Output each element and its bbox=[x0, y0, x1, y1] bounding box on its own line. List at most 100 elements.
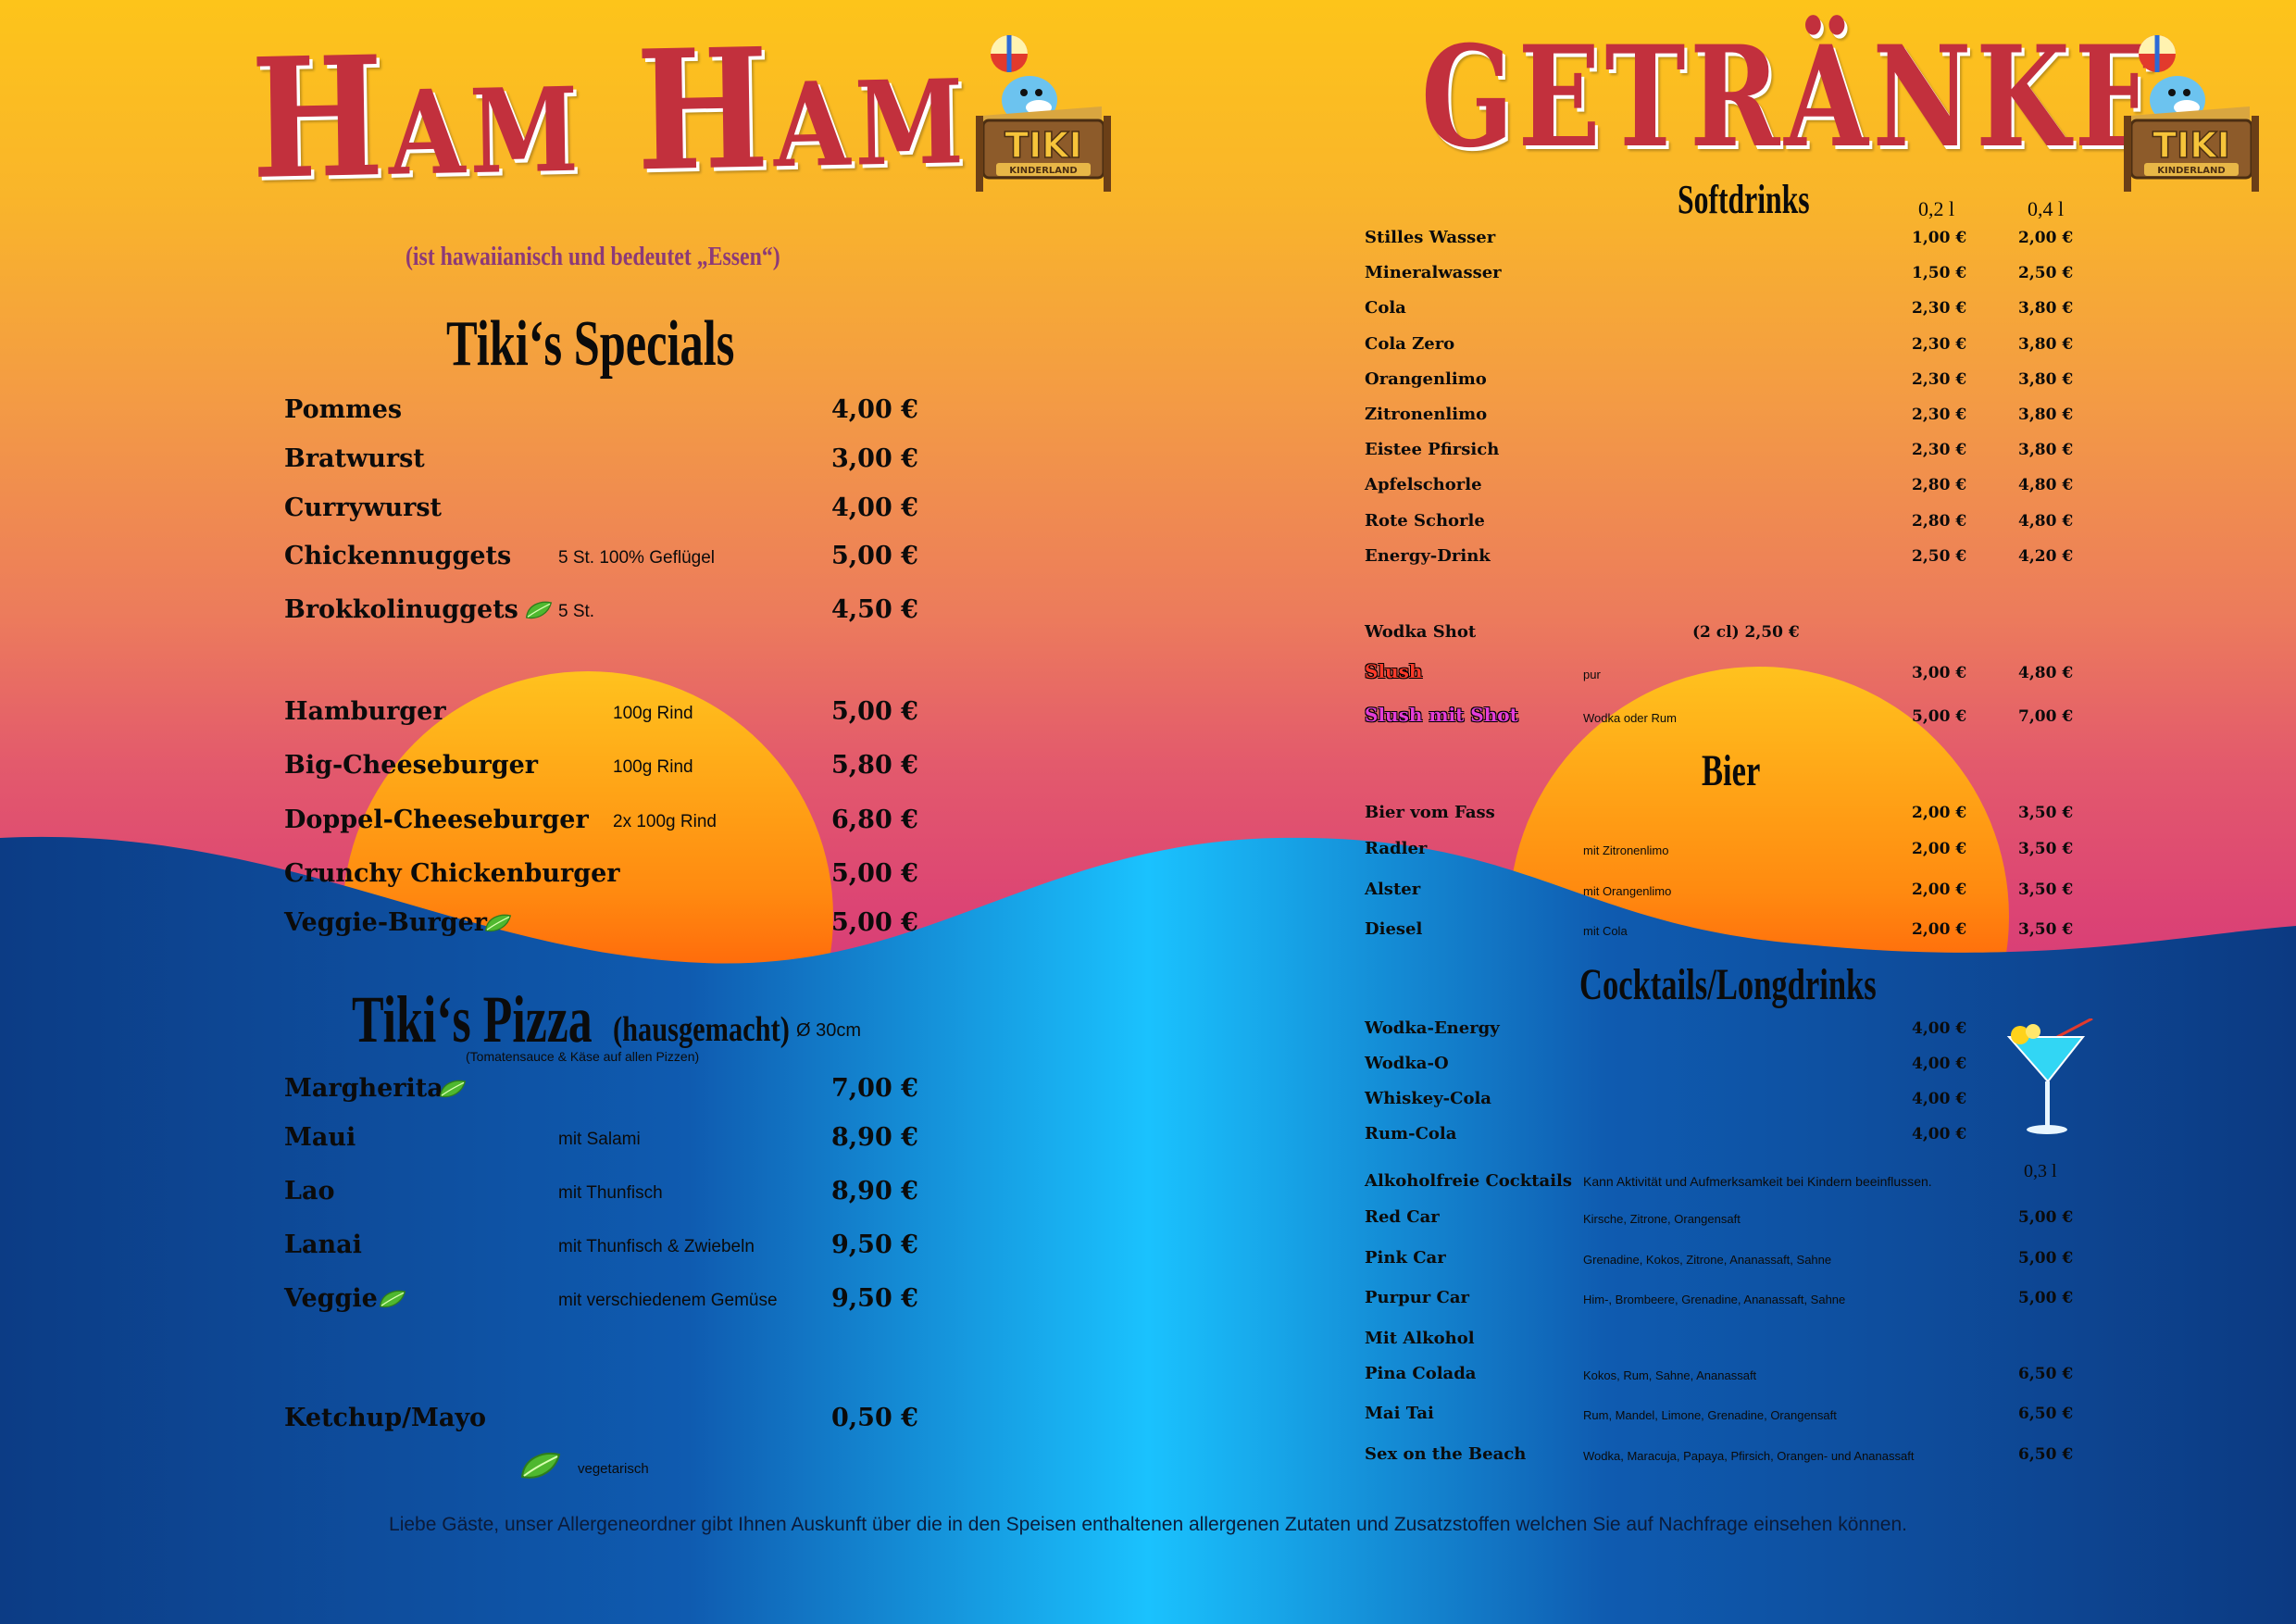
cocktails-title: Cocktails/Longdrinks bbox=[1579, 960, 1877, 1009]
svg-text:KINDERLAND: KINDERLAND bbox=[1009, 166, 1077, 176]
bier-name: Bier vom Fass bbox=[1365, 803, 1495, 822]
bier-name: Diesel bbox=[1365, 919, 1423, 939]
specials-price: 4,00 € bbox=[831, 493, 918, 522]
cocktail-desc: Kokos, Rum, Sahne, Ananassaft bbox=[1583, 1368, 1757, 1382]
softdrink-name: Cola bbox=[1365, 298, 1406, 319]
pizza-price: 7,00 € bbox=[831, 1074, 918, 1103]
specials-desc: 5 St. bbox=[558, 602, 595, 621]
softdrink-price-large: 3,80 € bbox=[2018, 334, 2074, 354]
burgers-price: 5,00 € bbox=[831, 859, 918, 888]
slush-shot-price-small: 5,00 € bbox=[1912, 707, 1967, 726]
cocktail-name: Sex on the Beach bbox=[1365, 1444, 1527, 1464]
softdrink-price-small: 2,30 € bbox=[1912, 334, 1967, 354]
slush-shot-desc: Wodka oder Rum bbox=[1583, 711, 1677, 725]
longdrink-name: Wodka-Energy bbox=[1365, 1018, 1500, 1038]
pizza-note: (Tomatensauce & Käse auf allen Pizzen) bbox=[466, 1049, 700, 1064]
longdrink-name: Whiskey-Cola bbox=[1365, 1089, 1491, 1108]
softdrink-price-small: 2,30 € bbox=[1912, 299, 1967, 319]
bier-title: Bier bbox=[1702, 746, 1761, 795]
bier-price-small: 2,00 € bbox=[1912, 804, 1967, 822]
cocktail-price: 5,00 € bbox=[2018, 1289, 2074, 1307]
legend-label: vegetarisch bbox=[578, 1461, 649, 1477]
pizza-size: Ø 30cm bbox=[796, 1020, 862, 1041]
tiki-logo-left: TIKI KINDERLAND bbox=[963, 28, 1120, 192]
svg-text:KINDERLAND: KINDERLAND bbox=[2157, 166, 2225, 176]
extra-name: Ketchup/Mayo bbox=[284, 1404, 487, 1432]
softdrink-price-large: 2,50 € bbox=[2018, 264, 2074, 283]
slush-price-large: 4,80 € bbox=[2018, 664, 2074, 682]
softdrink-price-large: 2,00 € bbox=[2018, 229, 2074, 247]
softdrink-price-large: 3,80 € bbox=[2018, 369, 2074, 389]
bier-name: Radler bbox=[1365, 839, 1428, 858]
col-head-large: 0,4 l bbox=[2028, 197, 2065, 220]
cocktail-price: 6,50 € bbox=[2018, 1445, 2074, 1464]
softdrinks-title: Softdrinks bbox=[1678, 177, 1810, 222]
pizza-desc: mit Thunfisch & Zwiebeln bbox=[558, 1237, 755, 1256]
bier-price-small: 2,00 € bbox=[1912, 840, 1967, 858]
bier-price-large: 3,50 € bbox=[2018, 920, 2074, 939]
pizza-price: 9,50 € bbox=[831, 1230, 918, 1259]
pizza-name: Lanai bbox=[284, 1230, 362, 1259]
softdrink-price-small: 1,00 € bbox=[1912, 229, 1967, 247]
pizza-desc: mit Thunfisch bbox=[558, 1183, 663, 1203]
cocktail-price: 6,50 € bbox=[2018, 1365, 2074, 1383]
softdrink-name: Rote Schorle bbox=[1365, 510, 1485, 531]
softdrink-name: Orangenlimo bbox=[1365, 369, 1487, 389]
specials-name: Currywurst bbox=[284, 493, 443, 522]
slush-desc: pur bbox=[1583, 668, 1601, 681]
softdrink-name: Zitronenlimo bbox=[1365, 405, 1488, 424]
softdrink-name: Mineralwasser bbox=[1365, 263, 1502, 283]
left-title: Ham Ham bbox=[249, 7, 970, 216]
wodka-shot-price: (2 cl) 2,50 € bbox=[1692, 623, 1800, 642]
burgers-desc: 100g Rind bbox=[613, 704, 693, 723]
bier-name: Alster bbox=[1365, 880, 1421, 899]
pizza-name: Maui bbox=[284, 1123, 356, 1152]
specials-price: 4,50 € bbox=[831, 595, 918, 624]
longdrink-name: Rum-Cola bbox=[1365, 1124, 1457, 1143]
pizza-price: 8,90 € bbox=[831, 1123, 918, 1152]
specials-name: Pommes bbox=[284, 395, 403, 424]
longdrink-name: Wodka-O bbox=[1365, 1054, 1449, 1073]
longdrink-price: 4,00 € bbox=[1912, 1125, 1967, 1143]
softdrink-price-large: 4,20 € bbox=[2018, 546, 2074, 566]
softdrink-price-small: 2,30 € bbox=[1912, 406, 1967, 424]
softdrink-price-small: 2,80 € bbox=[1912, 476, 1967, 495]
slush-price-small: 3,00 € bbox=[1912, 664, 1967, 682]
wodka-shot-name: Wodka Shot bbox=[1365, 622, 1477, 642]
specials-price: 4,00 € bbox=[831, 395, 918, 424]
burgers-name: Veggie-Burger bbox=[284, 908, 488, 937]
pizza-price: 8,90 € bbox=[831, 1177, 918, 1206]
softdrink-price-large: 4,80 € bbox=[2018, 476, 2074, 495]
burgers-price: 5,00 € bbox=[831, 697, 918, 726]
burgers-price: 5,80 € bbox=[831, 751, 918, 780]
bier-price-large: 3,50 € bbox=[2018, 804, 2074, 822]
softdrink-name: Energy-Drink bbox=[1365, 545, 1491, 566]
pizza-name: Lao bbox=[284, 1177, 335, 1206]
longdrink-price: 4,00 € bbox=[1912, 1090, 1967, 1108]
burgers-desc: 100g Rind bbox=[613, 757, 693, 777]
specials-title: Tiki‘s Specials bbox=[446, 308, 735, 380]
bier-desc: mit Orangenlimo bbox=[1583, 884, 1672, 898]
softdrink-price-large: 3,80 € bbox=[2018, 299, 2074, 319]
pizza-title-suffix: (hausgemacht) bbox=[613, 1010, 790, 1049]
legend-leaf-icon bbox=[518, 1449, 563, 1486]
burgers-desc: 2x 100g Rind bbox=[613, 812, 717, 831]
softdrink-price-small: 2,50 € bbox=[1912, 546, 1967, 566]
pizza-title: Tiki‘s Pizza bbox=[352, 982, 593, 1056]
specials-price: 3,00 € bbox=[831, 444, 918, 473]
cocktail-name: Pink Car bbox=[1365, 1248, 1446, 1268]
softdrink-price-large: 4,80 € bbox=[2018, 511, 2074, 531]
specials-name: Brokkolinuggets bbox=[284, 595, 518, 624]
slush-name: Slush bbox=[1365, 660, 1423, 682]
bier-desc: mit Cola bbox=[1583, 924, 1628, 938]
cocktail-price: 6,50 € bbox=[2018, 1405, 2074, 1423]
alkoholfrei-warning: Kann Aktivität und Aufmerksamkeit bei Ki… bbox=[1583, 1174, 1932, 1189]
cocktail-desc: Kirsche, Zitrone, Orangensaft bbox=[1583, 1212, 1741, 1226]
pizza-desc: mit Salami bbox=[558, 1130, 641, 1149]
vegetarian-leaf-icon bbox=[483, 911, 513, 939]
cocktail-name: Purpur Car bbox=[1365, 1288, 1470, 1307]
softdrink-price-large: 3,80 € bbox=[2018, 441, 2074, 460]
bier-price-large: 3,50 € bbox=[2018, 881, 2074, 899]
softdrink-price-small: 2,30 € bbox=[1912, 369, 1967, 389]
bier-desc: mit Zitronenlimo bbox=[1583, 843, 1669, 857]
